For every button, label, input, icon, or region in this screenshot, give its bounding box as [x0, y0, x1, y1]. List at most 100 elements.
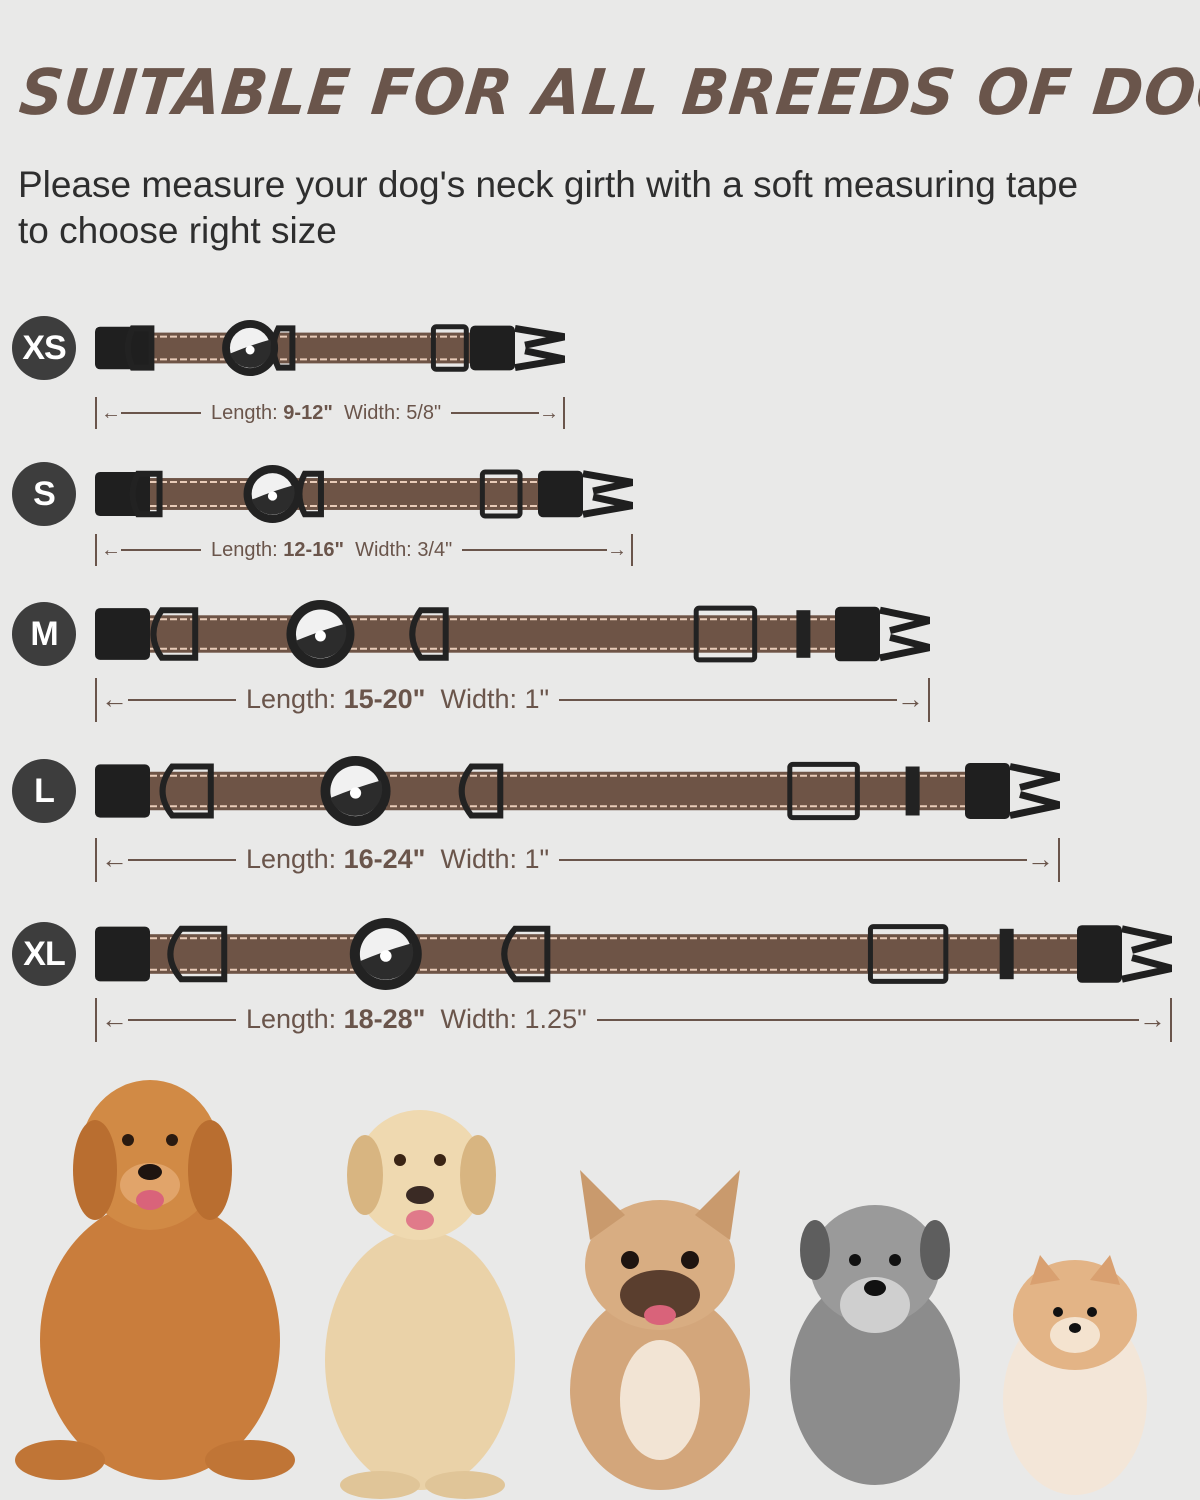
- buckle-female: [95, 326, 150, 370]
- keeper: [905, 766, 920, 816]
- arrow-right-icon: →: [1027, 844, 1054, 875]
- tick-right: [1058, 838, 1060, 882]
- length-value: 18-28": [343, 1004, 426, 1035]
- dimension-line: [451, 412, 539, 414]
- width-label: Width:: [440, 684, 518, 715]
- collar-s: [95, 465, 633, 523]
- size-badge-m: M: [12, 602, 76, 666]
- paw-icon: [315, 630, 326, 642]
- width-label: Width:: [343, 401, 401, 424]
- size-badge-xs: XS: [12, 316, 76, 380]
- measurement-m: ← Length: 15-20" Width: 1" →: [95, 678, 930, 722]
- length-label: Length:: [211, 401, 278, 424]
- buckle-female: [95, 471, 150, 517]
- collar-m: [95, 600, 930, 668]
- tick-left: [95, 838, 97, 882]
- d-ring-icon: [150, 607, 199, 661]
- length-value: 9-12": [283, 401, 333, 424]
- width-value: 3/4": [417, 538, 453, 561]
- dimension-line: [128, 1018, 236, 1021]
- buckle-female: [95, 764, 150, 818]
- dogs-illustration: [15, 1080, 1147, 1499]
- strap: [135, 332, 505, 364]
- width-value: 1.25": [524, 1004, 587, 1035]
- slider: [479, 469, 523, 519]
- buckle-female: [95, 608, 150, 660]
- buckle-male: [835, 606, 880, 662]
- collar-xl: [95, 918, 1172, 990]
- measurement-xs: ← Length: 9-12" Width: 5/8" →: [95, 397, 565, 429]
- size-badge-l: L: [12, 759, 76, 823]
- length-label: Length:: [246, 844, 337, 875]
- slider: [867, 924, 949, 984]
- d-ring-icon: [159, 763, 214, 819]
- golden-retriever-image: [15, 1080, 295, 1480]
- d-ring-icon: [124, 325, 155, 371]
- d-ring-icon: [129, 470, 163, 518]
- measurement-s: ← Length: 12-16" Width: 3/4" →: [95, 534, 633, 566]
- length-value: 15-20": [343, 684, 426, 715]
- arrow-right-icon: →: [607, 538, 627, 561]
- tick-left: [95, 998, 97, 1042]
- buckle-male: [538, 470, 583, 518]
- slider: [693, 605, 758, 663]
- slider: [430, 324, 469, 372]
- length-label: Length:: [246, 684, 337, 715]
- collar-xs: [95, 320, 565, 376]
- paw-icon: [380, 950, 392, 962]
- dimension-line: [559, 698, 897, 701]
- buckle-male: [470, 325, 515, 371]
- strap: [135, 615, 870, 653]
- buckle-female: [95, 926, 150, 982]
- measurement-xl: ← Length: 18-28" Width: 1.25" →: [95, 998, 1172, 1042]
- width-value: 1": [524, 684, 550, 715]
- french-bulldog-image: [570, 1170, 750, 1490]
- labrador-image: [325, 1110, 515, 1499]
- tick-left: [95, 678, 97, 722]
- buckle-male: [1077, 925, 1122, 983]
- page-title: SUITABLE FOR ALL BREEDS OF DOGS: [16, 56, 1200, 130]
- width-value: 1": [524, 844, 550, 875]
- keeper: [999, 928, 1014, 980]
- arrow-left-icon: ←: [101, 844, 128, 875]
- strap: [135, 934, 1112, 974]
- tick-right: [1170, 998, 1172, 1042]
- length-value: 12-16": [283, 538, 344, 561]
- schnauzer-image: [790, 1205, 960, 1485]
- tick-left: [95, 397, 97, 429]
- collar-l: [95, 756, 1060, 826]
- length-label: Length:: [246, 1004, 337, 1035]
- length-label: Length:: [211, 538, 278, 561]
- arrow-right-icon: →: [539, 401, 559, 424]
- size-badge-xl: XL: [12, 922, 76, 986]
- paw-icon: [267, 491, 278, 501]
- dimension-line: [121, 549, 201, 551]
- dimension-line: [128, 698, 236, 701]
- buckle-male: [965, 763, 1010, 819]
- dimension-line: [596, 1018, 1139, 1021]
- strap: [135, 478, 573, 510]
- length-value: 16-24": [343, 844, 426, 875]
- dimension-line: [559, 858, 1027, 861]
- tick-right: [928, 678, 930, 722]
- strap: [135, 771, 1000, 811]
- width-label: Width:: [440, 1004, 518, 1035]
- paw-icon: [349, 787, 362, 799]
- dimension-line: [462, 549, 607, 551]
- arrow-right-icon: →: [897, 684, 924, 715]
- arrow-left-icon: ←: [101, 401, 121, 424]
- tick-right: [563, 397, 565, 429]
- width-label: Width:: [355, 538, 412, 561]
- width-value: 5/8": [406, 401, 442, 424]
- arrow-left-icon: ←: [101, 684, 128, 715]
- dimension-line: [121, 412, 201, 414]
- arrow-right-icon: →: [1139, 1004, 1166, 1035]
- slider: [787, 761, 860, 821]
- page-subtitle: Please measure your dog's neck girth wit…: [18, 164, 1079, 251]
- arrow-left-icon: ←: [101, 1004, 128, 1035]
- measurement-l: ← Length: 16-24" Width: 1" →: [95, 838, 1060, 882]
- paw-icon: [245, 345, 255, 355]
- size-badge-s: S: [12, 462, 76, 526]
- tick-right: [631, 534, 633, 566]
- pomeranian-image: [1003, 1255, 1147, 1495]
